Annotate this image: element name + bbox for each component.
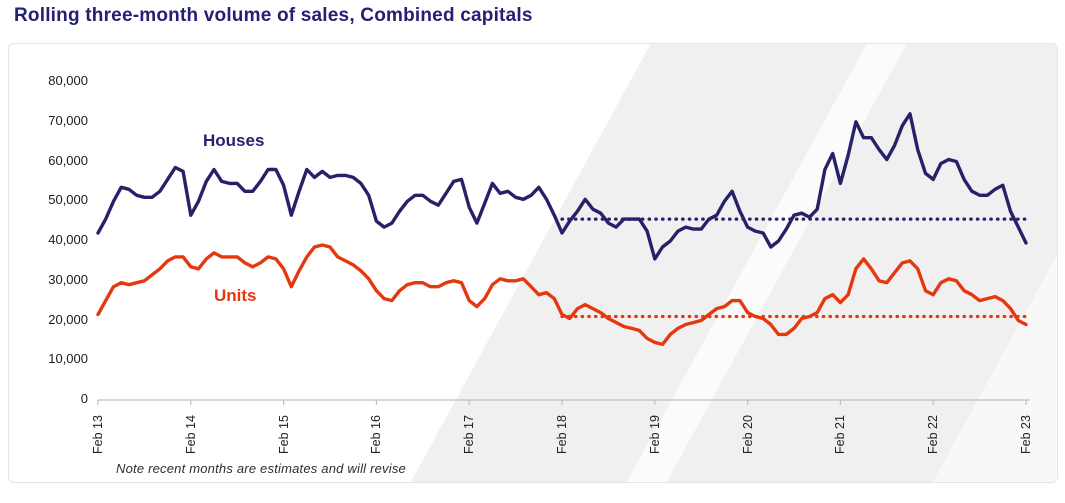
y-tick-label: 60,000 (48, 152, 88, 168)
x-tick-label: Feb 15 (276, 415, 291, 454)
chart-card: Note recent months are estimates and wil… (8, 43, 1058, 483)
x-tick-label: Feb 16 (369, 415, 384, 454)
x-tick-label: Feb 19 (647, 415, 662, 454)
y-tick-label: 70,000 (48, 112, 88, 128)
x-tick-label: Feb 14 (183, 415, 198, 454)
chart-footnote: Note recent months are estimates and wil… (116, 461, 406, 476)
houses-series-label: Houses (203, 131, 265, 150)
x-tick-label: Feb 21 (833, 415, 848, 454)
y-tick-label: 50,000 (48, 192, 88, 208)
x-tick-label: Feb 20 (740, 415, 755, 454)
x-tick-label: Feb 13 (91, 415, 105, 454)
y-tick-label: 40,000 (48, 232, 88, 247)
x-tick-label: Feb 22 (926, 415, 941, 454)
y-tick-label: 0 (80, 391, 88, 406)
y-tick-label: 20,000 (48, 311, 88, 327)
units-series-label: Units (214, 286, 257, 305)
background-watermark-band (382, 44, 1057, 482)
x-tick-label: Feb 23 (1019, 415, 1033, 454)
y-tick-label: 80,000 (48, 73, 88, 88)
y-tick-label: 10,000 (48, 351, 88, 367)
chart-title: Rolling three-month volume of sales, Com… (14, 5, 533, 26)
x-tick-label: Feb 18 (555, 415, 569, 454)
y-tick-label: 30,000 (48, 271, 88, 287)
x-tick-label: Feb 17 (462, 415, 477, 454)
